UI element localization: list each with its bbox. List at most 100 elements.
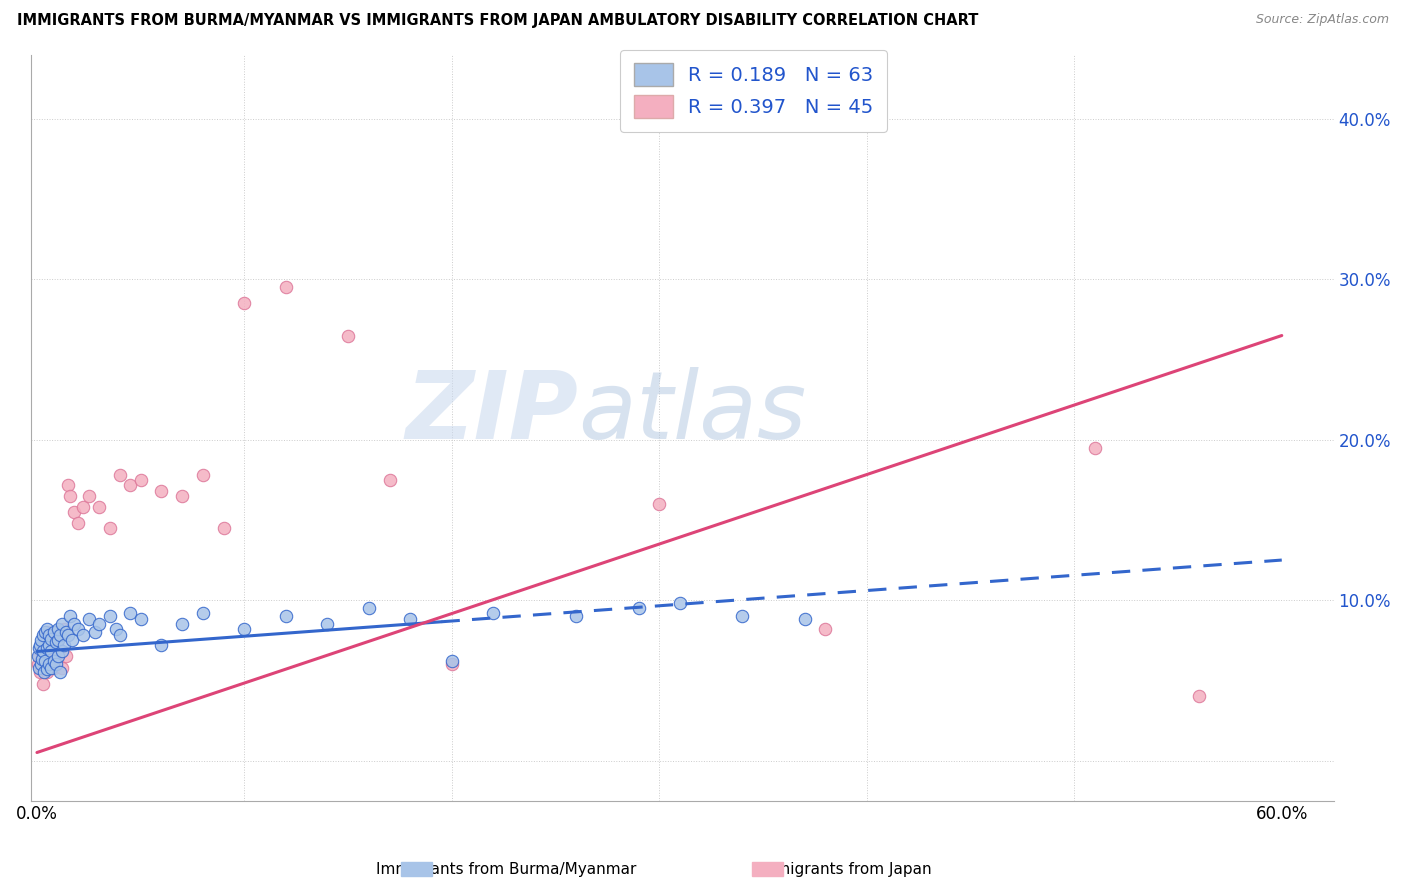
Point <box>89 617 111 632</box>
Point <box>41 638 63 652</box>
Point <box>120 477 142 491</box>
Point <box>46 641 69 656</box>
Point <box>38 638 60 652</box>
Point <box>150 638 173 652</box>
Point <box>46 649 69 664</box>
Point <box>669 596 692 610</box>
Point <box>37 662 59 676</box>
Point <box>37 665 59 680</box>
Point <box>731 609 754 624</box>
Point <box>98 609 121 624</box>
Point <box>98 521 121 535</box>
Point <box>565 609 588 624</box>
Point <box>59 489 82 503</box>
Point <box>30 633 52 648</box>
Point <box>89 500 111 515</box>
Point <box>51 617 73 632</box>
Point <box>55 649 77 664</box>
Point <box>108 468 131 483</box>
Text: Immigrants from Japan: Immigrants from Japan <box>756 863 931 877</box>
Point <box>108 628 131 642</box>
Point <box>63 505 86 519</box>
Point <box>27 657 49 672</box>
Point <box>51 644 73 658</box>
Point <box>648 497 671 511</box>
Point <box>32 628 55 642</box>
Point <box>814 622 837 636</box>
Point <box>42 625 65 640</box>
Text: atlas: atlas <box>578 368 806 458</box>
Point <box>30 644 52 658</box>
Point <box>1188 690 1211 704</box>
Point <box>316 617 339 632</box>
Point <box>28 649 51 664</box>
Point <box>34 625 56 640</box>
Point <box>32 665 55 680</box>
Point <box>399 612 422 626</box>
Point <box>49 628 72 642</box>
Point <box>32 644 55 658</box>
Point <box>72 500 94 515</box>
Point <box>67 516 90 531</box>
Point <box>37 625 59 640</box>
Point <box>274 280 297 294</box>
Text: ZIP: ZIP <box>405 367 578 458</box>
Point <box>482 606 505 620</box>
Point <box>129 473 152 487</box>
Point <box>32 638 55 652</box>
Point <box>42 633 65 648</box>
Point <box>233 622 256 636</box>
Point <box>56 628 79 642</box>
Point <box>46 633 69 648</box>
Point <box>45 657 67 672</box>
Point <box>42 654 65 668</box>
Point <box>46 622 69 636</box>
Point <box>337 328 360 343</box>
Point <box>77 489 100 503</box>
Point <box>60 633 83 648</box>
Point <box>27 649 49 664</box>
Point <box>52 638 75 652</box>
Point <box>38 644 60 658</box>
Point <box>28 641 51 656</box>
Legend: R = 0.189   N = 63, R = 0.397   N = 45: R = 0.189 N = 63, R = 0.397 N = 45 <box>620 50 887 131</box>
Y-axis label: Ambulatory Disability: Ambulatory Disability <box>0 345 7 510</box>
Point <box>37 641 59 656</box>
Point <box>34 649 56 664</box>
Point <box>274 609 297 624</box>
Text: Immigrants from Burma/Myanmar: Immigrants from Burma/Myanmar <box>375 863 637 877</box>
Text: Source: ZipAtlas.com: Source: ZipAtlas.com <box>1256 13 1389 27</box>
Point <box>172 489 194 503</box>
Point <box>172 617 194 632</box>
Point <box>120 606 142 620</box>
Point <box>440 657 463 672</box>
Point <box>378 473 401 487</box>
Point <box>67 622 90 636</box>
Point <box>49 665 72 680</box>
Point <box>51 660 73 674</box>
Point <box>41 660 63 674</box>
Point <box>37 622 59 636</box>
Point <box>28 660 51 674</box>
Point <box>41 644 63 658</box>
Point <box>357 601 380 615</box>
Point <box>793 612 815 626</box>
Point <box>38 628 60 642</box>
Point <box>38 657 60 672</box>
Point <box>104 622 127 636</box>
Point <box>55 625 77 640</box>
Point <box>84 625 107 640</box>
Point <box>212 521 235 535</box>
Point <box>32 676 55 690</box>
Point <box>45 635 67 649</box>
Point <box>627 601 650 615</box>
Point <box>233 296 256 310</box>
Point <box>34 654 56 668</box>
Point <box>191 468 214 483</box>
Point <box>77 612 100 626</box>
Text: IMMIGRANTS FROM BURMA/MYANMAR VS IMMIGRANTS FROM JAPAN AMBULATORY DISABILITY COR: IMMIGRANTS FROM BURMA/MYANMAR VS IMMIGRA… <box>17 13 979 29</box>
Point <box>52 622 75 636</box>
Point <box>30 660 52 674</box>
Point <box>440 654 463 668</box>
Point <box>28 665 51 680</box>
